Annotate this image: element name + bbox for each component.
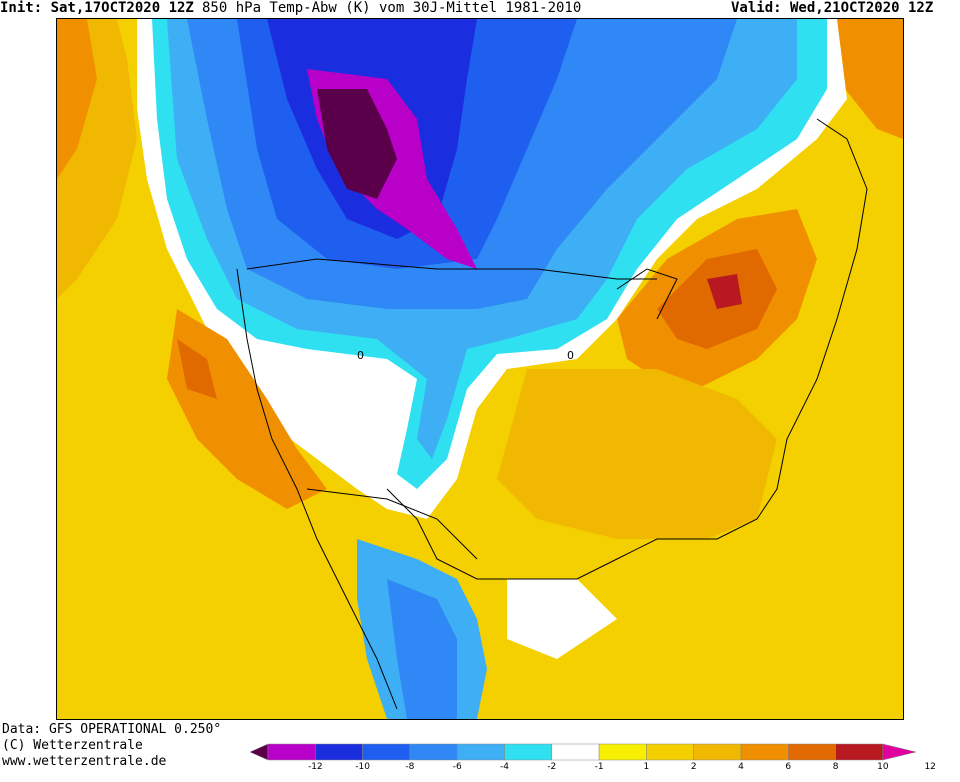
- anomaly-map: 0 0: [56, 18, 904, 720]
- legend-tick-label: 10: [877, 762, 889, 772]
- copyright-text: (C) Wetterzentrale: [2, 738, 143, 753]
- cold-core-12: [317, 89, 397, 199]
- legend-tick-label: -1: [594, 762, 604, 772]
- mexico-cold-region-4: [387, 579, 457, 719]
- website-text: www.wetterzentrale.de: [2, 754, 167, 769]
- legend-swatch: [835, 743, 884, 761]
- color-legend: [250, 743, 917, 761]
- gulf-neutral-zone: [507, 579, 617, 659]
- northeast-warm-core: [707, 274, 742, 309]
- legend-swatch: [456, 743, 505, 761]
- legend-swatch: [882, 743, 917, 761]
- southeast-warm-region: [497, 369, 777, 539]
- zero-contour-label-2: 0: [567, 349, 574, 362]
- legend-tick-label: -12: [307, 762, 323, 772]
- legend-swatch: [551, 743, 600, 761]
- legend-swatch: [598, 743, 647, 761]
- legend-swatch: [740, 743, 789, 761]
- legend-tick-label: -2: [547, 762, 557, 772]
- data-source-text: Data: GFS OPERATIONAL 0.250°: [2, 722, 222, 737]
- west-coast: [236, 268, 398, 710]
- footer: Data: GFS OPERATIONAL 0.250° (C) Wetterz…: [2, 722, 221, 770]
- legend-tick-labels: -12 -10 -8 -6 -4 -2 -1 1 2 4 6 8 10 12: [0, 762, 960, 776]
- legend-swatch: [267, 743, 316, 761]
- northeast-orange-region: [827, 19, 903, 139]
- legend-tick-label: 8: [832, 762, 839, 772]
- legend-tick-label: 4: [738, 762, 744, 772]
- legend-tick-label: -4: [500, 762, 509, 772]
- legend-swatch: [362, 743, 411, 761]
- coastlines: [236, 118, 868, 710]
- legend-tick-label: -10: [355, 762, 370, 772]
- map-title: 850 hPa Temp-Abw (K) vom 30J-Mittel 1981…: [202, 0, 582, 16]
- mexico-border: [306, 488, 478, 560]
- canada-border: [246, 258, 657, 280]
- legend-swatch: [788, 743, 836, 761]
- zero-contour-label-1: 0: [357, 349, 364, 362]
- legend-tick-label: 12: [924, 762, 936, 772]
- legend-tick-label: 1: [643, 762, 650, 772]
- legend-tick-label: 2: [690, 762, 697, 772]
- title-row: Init: Sat,17OCT2020 12Z 850 hPa Temp-Abw…: [0, 0, 960, 18]
- west-dark-orange-region: [57, 19, 97, 179]
- legend-swatch: [315, 743, 363, 761]
- map-svg: 0 0: [57, 19, 903, 719]
- west-warm-core: [177, 339, 217, 399]
- legend-swatch: [504, 743, 553, 761]
- legend-swatch: [409, 743, 458, 761]
- legend-swatch: [250, 743, 269, 761]
- east-gulf-coast: [386, 118, 868, 580]
- legend-tick-label: -8: [405, 762, 415, 772]
- legend-swatch: [693, 743, 742, 761]
- legend-swatch: [646, 743, 694, 761]
- great-lakes: [616, 268, 678, 320]
- valid-label: Valid: Wed,21OCT2020 12Z: [731, 0, 934, 16]
- legend-tick-label: 6: [785, 762, 792, 772]
- init-label: Init: Sat,17OCT2020 12Z: [0, 0, 194, 16]
- legend-tick-label: -6: [452, 762, 462, 772]
